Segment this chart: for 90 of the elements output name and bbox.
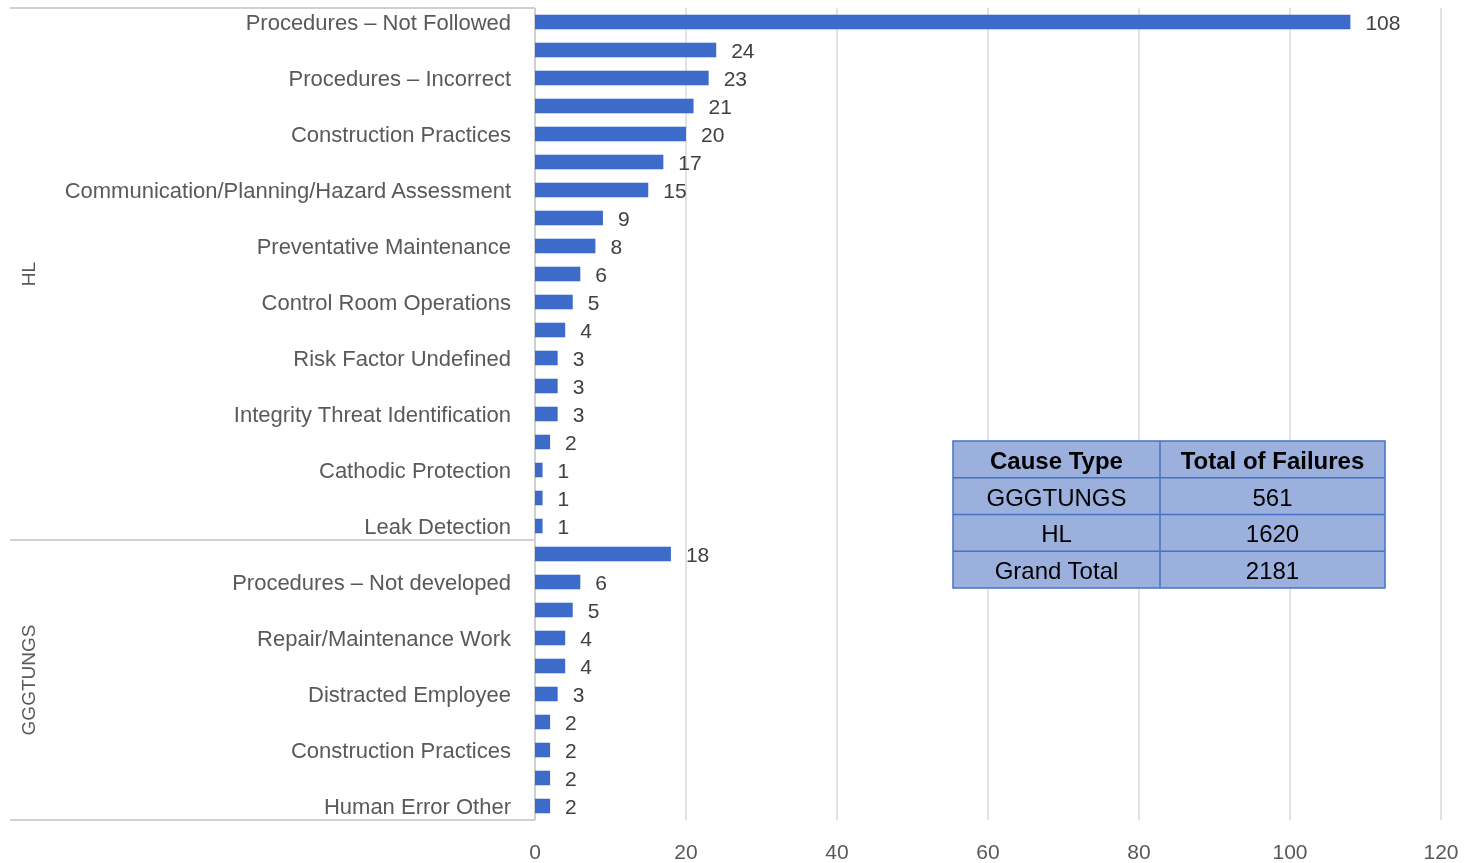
y-tick-label: Distracted Employee <box>308 681 511 707</box>
y-tick-label: Leak Detection <box>364 513 511 539</box>
y-tick-label: Procedures – Not developed <box>232 569 511 595</box>
y-tick-label: Construction Practices <box>290 121 511 147</box>
data-label: 561 <box>1252 483 1293 511</box>
bar <box>535 126 686 142</box>
data-label: 17 <box>678 150 702 174</box>
data-label: 2 <box>565 738 577 762</box>
bar <box>535 434 551 450</box>
category-label: GGGTUNGS <box>986 483 1127 511</box>
y-tick-label: Control Room Operations <box>261 289 511 315</box>
y-tick-label: Preventative Maintenance <box>256 233 511 259</box>
data-label: 1 <box>557 514 570 538</box>
data-label: 108 <box>1365 10 1401 34</box>
data-label: 3 <box>572 346 585 370</box>
data-label: 2 <box>565 766 577 790</box>
data-label: 6 <box>595 262 607 286</box>
bar <box>535 14 1351 30</box>
bar <box>535 406 558 422</box>
x-tick-label: 120 <box>1423 839 1459 863</box>
y-tick-label: Procedures – Not Followed <box>245 9 511 35</box>
bar <box>535 518 543 534</box>
data-label: 2 <box>565 430 577 454</box>
y-tick-label: Procedures – Incorrect <box>288 65 511 91</box>
data-label: 3 <box>572 402 585 426</box>
bar <box>535 602 573 618</box>
data-label: 4 <box>580 654 593 678</box>
y-tick-label: Risk Factor Undefined <box>293 345 511 371</box>
bar <box>535 98 694 114</box>
bar <box>535 70 709 86</box>
annotation: Cause Type <box>990 446 1123 474</box>
y-tick-label: Integrity Threat Identification <box>233 401 511 427</box>
data-label: 24 <box>731 38 755 62</box>
bar <box>535 238 596 254</box>
bar <box>535 546 671 562</box>
bar <box>535 742 551 758</box>
bar <box>535 378 558 394</box>
data-label: 3 <box>572 682 585 706</box>
bar <box>535 630 566 646</box>
bar <box>535 322 566 338</box>
x-tick-label: 40 <box>825 839 849 863</box>
bar <box>535 210 603 226</box>
x-tick-label: 80 <box>1127 839 1151 863</box>
y-tick-label: Human Error Other <box>323 793 511 819</box>
bar <box>535 574 581 590</box>
text: HL <box>17 261 39 287</box>
text: GGGTUNGS <box>17 624 39 736</box>
bar <box>535 770 551 786</box>
data-label: 4 <box>580 626 593 650</box>
bar <box>535 266 581 282</box>
bar <box>535 182 649 198</box>
data-label: 8 <box>610 234 623 258</box>
y-tick-label: Repair/Maintenance Work <box>257 625 512 651</box>
bar <box>535 686 558 702</box>
category-label: Grand Total <box>994 557 1119 585</box>
data-label: 1620 <box>1245 520 1300 548</box>
annotation: Total of Failures <box>1180 446 1365 474</box>
data-label: 2181 <box>1245 557 1300 585</box>
x-tick-label: 0 <box>529 839 541 863</box>
y-tick-label: Communication/Planning/Hazard Assessment <box>64 177 511 203</box>
data-label: 20 <box>701 122 725 146</box>
data-label: 1 <box>557 458 570 482</box>
bar <box>535 42 717 58</box>
data-label: 9 <box>617 206 630 230</box>
bar <box>535 714 551 730</box>
data-label: 15 <box>663 178 687 202</box>
y-tick-label: Construction Practices <box>290 737 511 763</box>
y-tick-label: Cathodic Protection <box>319 457 511 483</box>
data-label: 1 <box>557 486 570 510</box>
data-label: 2 <box>565 794 577 818</box>
data-label: 23 <box>723 66 748 90</box>
bar <box>535 154 664 170</box>
data-label: 21 <box>708 94 732 118</box>
data-label: 5 <box>587 290 600 314</box>
category-label: HL <box>1041 520 1072 548</box>
data-label: 18 <box>685 542 710 566</box>
data-label: 3 <box>572 374 585 398</box>
bar <box>535 350 558 366</box>
bar <box>535 462 543 478</box>
bar <box>535 490 543 506</box>
data-label: 2 <box>565 710 577 734</box>
x-tick-label: 20 <box>674 839 698 863</box>
x-tick-label: 100 <box>1272 839 1308 863</box>
bar <box>535 658 566 674</box>
x-tick-label: 60 <box>976 839 1000 863</box>
data-label: 4 <box>580 318 593 342</box>
data-label: 6 <box>595 570 607 594</box>
bar <box>535 294 573 310</box>
data-label: 5 <box>587 598 600 622</box>
bar <box>535 798 551 814</box>
